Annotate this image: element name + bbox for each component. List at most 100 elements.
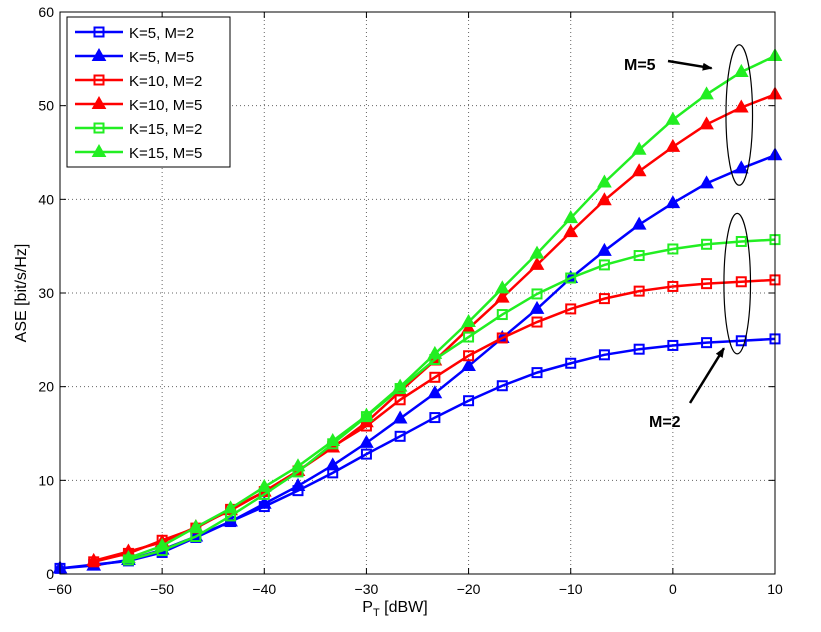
data-point <box>735 276 747 288</box>
data-point <box>699 175 714 189</box>
legend-entry: K=15, M=5 <box>75 143 202 162</box>
legend-label: K=5, M=5 <box>129 49 194 66</box>
data-point <box>631 216 647 230</box>
data-point <box>529 245 545 259</box>
data-point <box>598 349 610 361</box>
y-tick-label: 20 <box>38 379 54 395</box>
data-point <box>598 259 610 271</box>
data-point <box>529 300 545 314</box>
x-tick-label: 10 <box>767 581 783 597</box>
data-point <box>699 116 714 130</box>
data-point <box>429 371 441 383</box>
legend-marker <box>91 143 107 157</box>
data-point <box>325 457 341 471</box>
data-point <box>733 99 749 113</box>
data-point <box>86 552 102 566</box>
data-point <box>496 309 508 321</box>
data-point <box>154 537 170 551</box>
annotation-label: M=5 <box>624 57 656 74</box>
x-tick-label: −20 <box>457 581 481 597</box>
series-line <box>59 337 776 570</box>
annotation-ellipse <box>725 44 754 186</box>
data-point <box>188 519 204 533</box>
data-point <box>665 111 681 125</box>
annotations: M=5 M=2 <box>624 44 754 431</box>
data-point <box>565 303 577 315</box>
data-point <box>733 160 749 174</box>
series-layer <box>52 48 783 574</box>
data-point <box>463 395 475 407</box>
data-point <box>394 430 406 442</box>
y-tick-label: 60 <box>38 4 54 20</box>
x-axis-label: PT [dBW] <box>362 599 427 619</box>
data-point <box>496 380 508 392</box>
data-point <box>531 288 543 300</box>
data-point <box>665 138 681 152</box>
data-point <box>392 410 408 424</box>
data-point <box>325 432 341 446</box>
data-point <box>427 345 443 359</box>
data-point <box>667 280 679 292</box>
data-point <box>359 407 374 421</box>
legend-box <box>66 16 231 168</box>
legend-marker <box>91 95 107 109</box>
legend-marker <box>93 26 105 38</box>
annotation-ellipse <box>723 212 752 355</box>
data-point <box>701 238 713 250</box>
legend-entry: K=10, M=5 <box>75 95 202 114</box>
legend-entry: K=15, M=2 <box>75 121 202 138</box>
y-tick-label: 40 <box>38 191 54 207</box>
legend-label: K=15, M=5 <box>129 145 202 162</box>
legend-label: K=10, M=2 <box>129 73 202 90</box>
legend-marker <box>93 74 105 86</box>
legend-marker <box>91 47 107 61</box>
data-point <box>563 224 579 238</box>
data-point <box>121 550 136 564</box>
y-tick-label: 0 <box>46 566 54 582</box>
data-point <box>463 350 475 362</box>
data-point <box>701 278 713 290</box>
data-point <box>701 337 713 349</box>
y-tick-label: 50 <box>38 98 54 114</box>
data-point <box>392 378 408 392</box>
data-point <box>290 458 306 472</box>
ticks: −60 −50 −40 −30 −20 −10 0 10 0 10 20 30 40 50 60 <box>38 4 783 597</box>
data-point <box>359 434 374 448</box>
data-point <box>735 235 747 247</box>
data-point <box>429 412 441 424</box>
legend-entry: K=5, M=5 <box>75 47 194 66</box>
data-point <box>223 500 238 514</box>
legend-label: K=15, M=2 <box>129 121 202 138</box>
data-point <box>360 448 372 460</box>
series-k-15-m-5 <box>121 48 783 564</box>
legend-marker <box>93 122 105 134</box>
x-tick-label: −60 <box>48 581 72 597</box>
data-point <box>290 477 306 491</box>
data-point <box>598 293 610 305</box>
x-tick-label: −50 <box>150 581 174 597</box>
data-point <box>597 192 612 206</box>
data-point <box>631 141 647 155</box>
legend-label: K=5, M=2 <box>129 25 194 42</box>
data-point <box>531 367 543 379</box>
data-point <box>733 63 749 77</box>
data-point <box>633 285 645 297</box>
data-point <box>597 242 612 256</box>
data-point <box>633 343 645 355</box>
data-point <box>461 314 476 328</box>
annotation-label: M=2 <box>649 414 681 431</box>
data-point <box>494 289 510 303</box>
y-tick-label: 30 <box>38 285 54 301</box>
data-point <box>463 331 475 343</box>
annotation-arrow <box>667 59 713 71</box>
data-point <box>565 272 577 284</box>
data-point <box>633 250 645 262</box>
data-point <box>529 256 545 270</box>
legend-label: K=10, M=5 <box>129 97 202 114</box>
data-point <box>563 210 579 224</box>
data-point <box>256 478 272 492</box>
data-point <box>494 280 510 294</box>
data-point <box>256 495 272 509</box>
x-tick-label: −10 <box>559 581 583 597</box>
